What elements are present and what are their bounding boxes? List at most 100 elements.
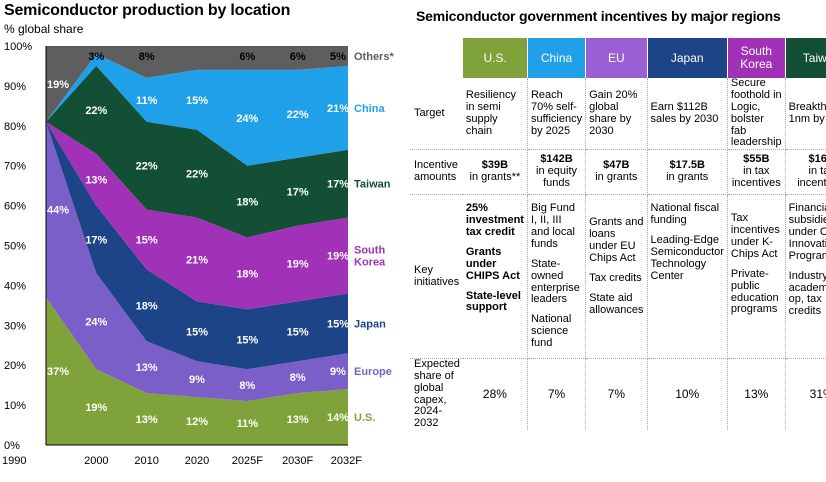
x-tick-label: 2010	[134, 455, 158, 467]
initiative-item: Tax incentives under K-Chips Act	[730, 212, 780, 260]
capex-cell: 10%	[647, 358, 728, 431]
data-label: 12%	[186, 416, 208, 428]
data-label: 8%	[239, 380, 255, 392]
series-label: South	[354, 244, 385, 256]
area-south-korea	[46, 121, 348, 310]
initiative-item: Grants and loans under EU Chips Act	[589, 216, 644, 264]
row-label-target: Target	[410, 78, 463, 151]
amount-note: in grants**	[469, 171, 521, 184]
amount-note: in tax incentives	[797, 165, 826, 190]
y-tick-label: 100%	[4, 41, 32, 53]
data-label: 21%	[186, 254, 208, 266]
initiatives-cell: Grants and loans under EU Chips Act Tax …	[585, 194, 648, 359]
data-label: 15%	[236, 334, 258, 346]
area-u-s	[46, 297, 348, 445]
data-label: 11%	[237, 418, 259, 430]
y-tick-label: 20%	[4, 360, 26, 372]
area-china	[46, 54, 348, 166]
y-tick-label: 90%	[4, 81, 26, 93]
area-japan	[46, 121, 348, 370]
chart-title: Semiconductor production by location	[4, 2, 291, 19]
data-label: 22%	[85, 105, 107, 117]
data-label: 19%	[85, 402, 107, 414]
target-cell: Secure foothold in Logic, bolster fab le…	[727, 77, 786, 151]
data-label: 22%	[186, 169, 208, 181]
data-label: 21%	[327, 103, 349, 115]
data-label: 37%	[47, 366, 69, 378]
amount-note: in grants	[595, 171, 638, 184]
data-label: 9%	[189, 374, 205, 386]
data-label: 18%	[136, 300, 158, 312]
area-europe	[46, 121, 348, 402]
target-cell: Reach 70% self-sufficiency by 2025	[527, 78, 587, 151]
y-tick-label: 10%	[4, 400, 26, 412]
data-label: 15%	[327, 318, 349, 330]
capex-cell: 7%	[527, 358, 587, 431]
data-label: 14%	[327, 412, 349, 424]
amount-note: in tax incentives	[731, 165, 781, 190]
data-label: 17%	[287, 187, 309, 199]
region-header-eu: EU	[585, 38, 648, 78]
area-others	[46, 46, 348, 122]
initiative-item: State-level support	[465, 289, 521, 314]
initiative-item: National science fund	[530, 313, 572, 349]
amount-value: $16B	[808, 153, 826, 166]
initiative-item: Tax credits	[589, 271, 642, 284]
data-label: 8%	[139, 51, 155, 63]
initiative-item: Grants under CHIPS Act	[465, 245, 520, 282]
amount-note: in equity funds	[536, 165, 578, 190]
target-cell: Resiliency in semi supply chain	[462, 78, 528, 151]
capex-cell: 7%	[585, 358, 648, 431]
target-cell: Breakthrough 1nm by 2030	[785, 78, 826, 151]
x-tick-label: 2020	[185, 455, 209, 467]
y-tick-label: 60%	[4, 201, 26, 213]
amount-cell: $17.5B in grants	[647, 149, 728, 196]
y-tick-label: 40%	[4, 280, 26, 292]
row-label-initiatives: Key initiatives	[410, 194, 463, 359]
initiative-item: Industry-academia co-op, tax credits	[788, 269, 826, 318]
y-tick-label: 50%	[4, 241, 26, 253]
data-label: 18%	[236, 197, 258, 209]
amount-note: in grants	[666, 171, 709, 184]
amounts-row: Incentive amounts $39B in grants** $142B i…	[410, 149, 826, 196]
y-tick-label: 80%	[4, 121, 26, 133]
amount-cell: $142B in equity funds	[527, 149, 587, 196]
initiatives-cell: 25% investment tax credit Grants under C…	[462, 194, 528, 359]
series-label: U.S.	[354, 412, 375, 424]
data-label: 3%	[88, 51, 104, 63]
data-label: 15%	[186, 95, 208, 107]
initiative-item: 25% investment tax credit	[465, 202, 524, 238]
data-label: 6%	[290, 51, 306, 63]
header-corner	[410, 38, 464, 78]
x-tick-label: 1990	[2, 455, 26, 467]
data-label: 44%	[47, 205, 69, 217]
data-label: 22%	[136, 161, 158, 173]
data-label: 15%	[287, 326, 309, 338]
series-label: Taiwan	[354, 179, 391, 191]
data-label: 9%	[330, 366, 346, 378]
initiatives-cell: National fiscal funding Leading-Edge Sem…	[647, 194, 728, 359]
data-label: 17%	[327, 179, 349, 191]
row-label-amounts: Incentive amounts	[410, 149, 463, 196]
series-label: Others*	[354, 51, 394, 63]
initiatives-cell: Financial subsidies under Chip Innovatio…	[785, 194, 826, 359]
area-taiwan	[46, 65, 348, 238]
x-tick-label: 2032F	[331, 455, 362, 467]
initiatives-row: Key initiatives 25% investment tax credi…	[410, 194, 826, 359]
x-tick-label: 2030F	[282, 455, 313, 467]
data-label: 19%	[287, 258, 309, 270]
row-label-capex: Expected share of global capex, 2024-203…	[414, 357, 460, 430]
amount-cell: $47B in grants	[585, 149, 648, 196]
amount-value: $47B	[603, 159, 630, 172]
data-label: 19%	[327, 250, 349, 262]
x-tick-label: 2000	[84, 455, 108, 467]
table-title: Semiconductor government incentives by m…	[416, 8, 781, 24]
y-tick-label: 70%	[4, 161, 26, 173]
region-header-japan: Japan	[647, 38, 728, 78]
amount-cell: $55B in tax incentives	[727, 149, 786, 196]
x-tick-label: 2025F	[232, 455, 263, 467]
y-tick-label: 30%	[4, 320, 26, 332]
initiative-item: Financial subsidies under Chip Innovatio…	[788, 202, 826, 262]
series-label: Korea	[354, 256, 386, 268]
target-cell: Gain 20% global share by 2030	[585, 78, 648, 151]
